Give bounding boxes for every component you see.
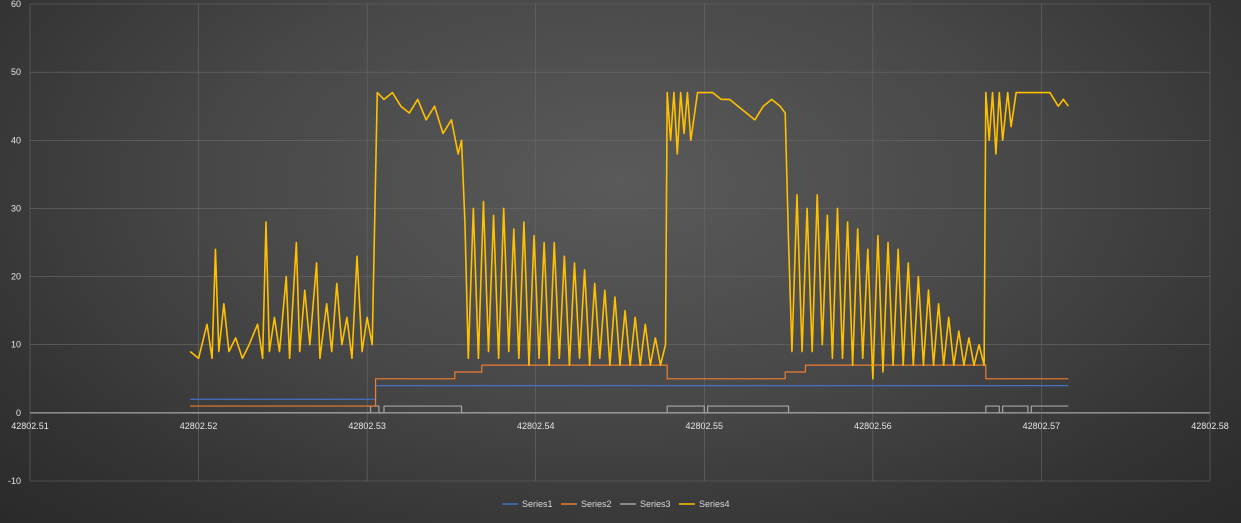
legend-label-series3: Series3 [640,499,671,509]
series-line-series4 [189,91,1070,380]
x-tick-label: 42802.56 [854,421,892,431]
x-tick-label: 42802.58 [1191,421,1229,431]
gridlines [29,3,1211,482]
x-tick-label: 42802.54 [517,421,555,431]
y-tick-label: -10 [8,476,21,486]
y-tick-label: 20 [11,272,21,282]
y-tick-label: 0 [16,408,21,418]
legend-label-series4: Series4 [699,499,730,509]
x-tick-label: 42802.53 [348,421,386,431]
x-axis-ticks: 42802.51 42802.52 42802.53 42802.54 42802.55… [11,421,1229,431]
y-axis-ticks: 60 50 40 30 20 10 0 -10 [8,0,21,486]
legend: Series1 Series2 Series3 Series4 [502,499,730,509]
y-tick-label: 50 [11,67,21,77]
y-tick-label: 30 [11,203,21,213]
series-layer [189,91,1070,414]
y-tick-label: 10 [11,340,21,350]
series-line-series3 [190,405,1069,414]
y-tick-label: 40 [11,135,21,145]
legend-label-series2: Series2 [581,499,612,509]
x-tick-label: 42802.52 [180,421,218,431]
x-tick-label: 42802.57 [1023,421,1061,431]
x-tick-label: 42802.51 [11,421,49,431]
y-tick-label: 60 [11,0,21,9]
x-tick-label: 42802.55 [686,421,724,431]
series-line-series2 [190,364,1069,407]
legend-label-series1: Series1 [522,499,553,509]
series-line-series1 [190,385,1069,400]
